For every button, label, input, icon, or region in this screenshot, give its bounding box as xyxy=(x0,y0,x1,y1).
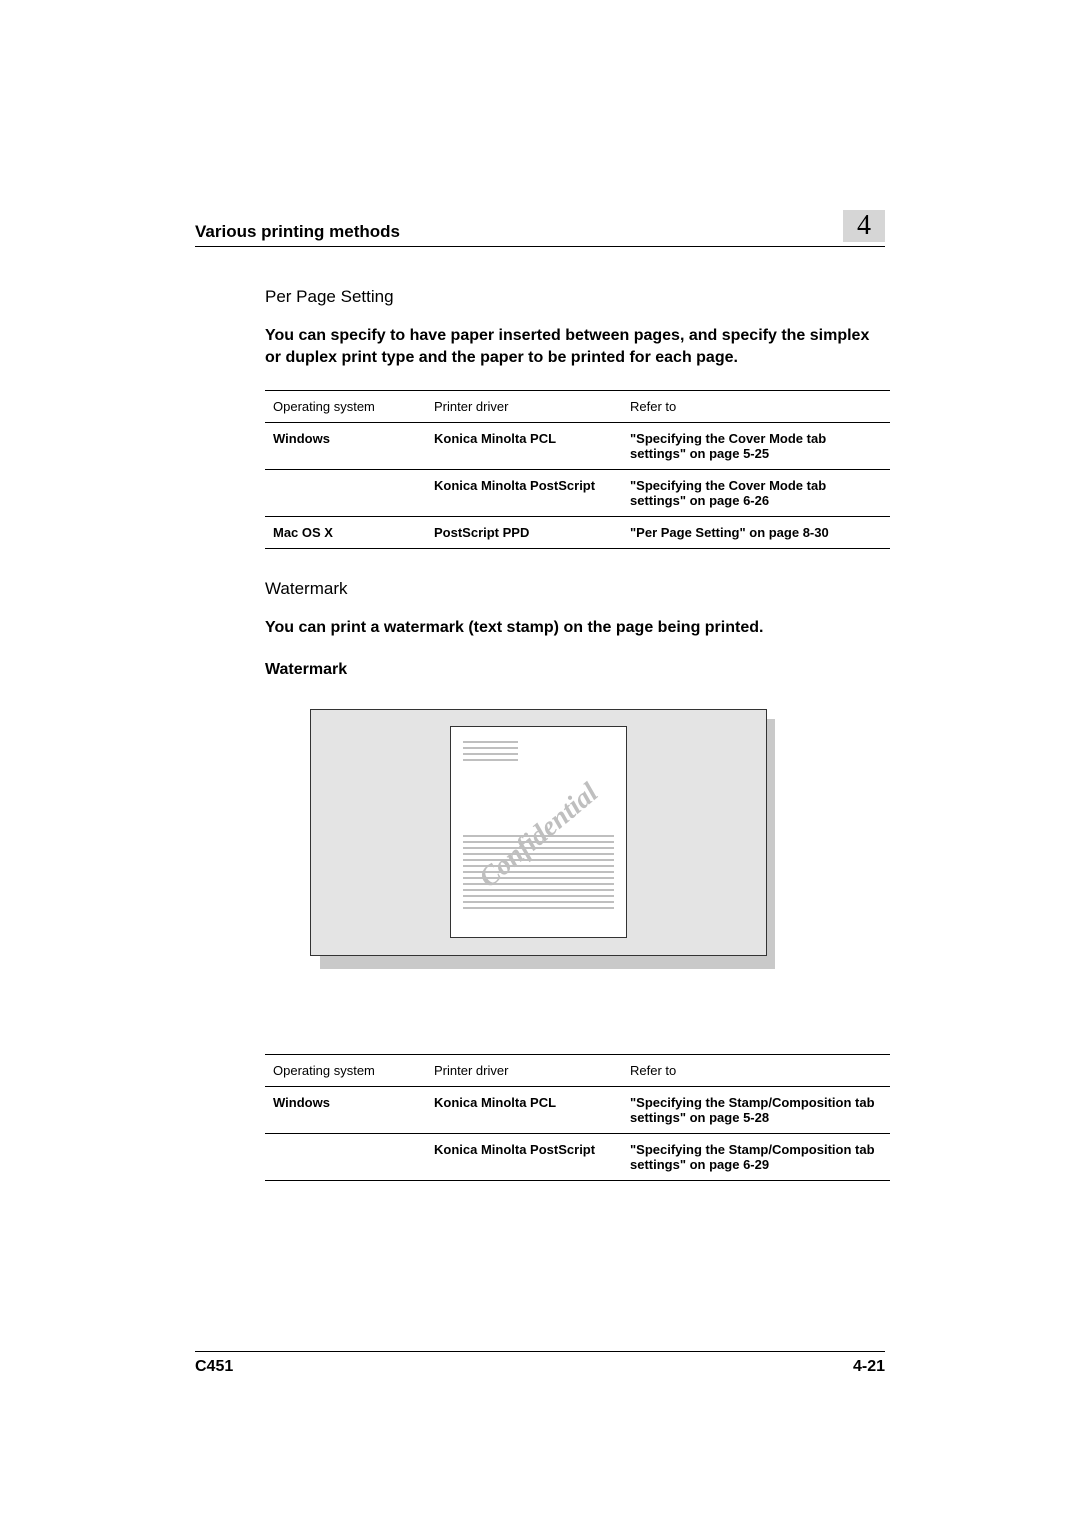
page-footer: C451 4-21 xyxy=(195,1351,885,1376)
table-cell: Konica Minolta PCL xyxy=(426,1086,622,1133)
watermark-label: Watermark xyxy=(265,661,885,679)
table-cell: Mac OS X xyxy=(265,517,426,549)
table-cell: Windows xyxy=(265,423,426,470)
table-cell: "Specifying the Stamp/Composition tab se… xyxy=(622,1086,890,1133)
section-body-watermark: You can print a watermark (text stamp) o… xyxy=(265,617,885,639)
table-cell: Konica Minolta PostScript xyxy=(426,1133,622,1180)
table-header: Refer to xyxy=(622,1054,890,1086)
table-cell: Konica Minolta PostScript xyxy=(426,470,622,517)
document-page: Various printing methods 4 Per Page Sett… xyxy=(0,0,1080,1456)
chapter-number: 4 xyxy=(843,210,885,242)
table-cell: "Specifying the Cover Mode tab settings"… xyxy=(622,470,890,517)
footer-page-number: 4-21 xyxy=(853,1358,885,1376)
footer-model: C451 xyxy=(195,1358,233,1376)
table-row: Windows Konica Minolta PCL "Specifying t… xyxy=(265,423,890,470)
sample-page: Confidential xyxy=(450,726,627,938)
table-cell: "Per Page Setting" on page 8-30 xyxy=(622,517,890,549)
table-row: Konica Minolta PostScript "Specifying th… xyxy=(265,1133,890,1180)
table-row: Konica Minolta PostScript "Specifying th… xyxy=(265,470,890,517)
table-cell: Windows xyxy=(265,1086,426,1133)
table-header: Printer driver xyxy=(426,391,622,423)
reference-table-per-page: Operating system Printer driver Refer to… xyxy=(265,390,890,549)
header-title: Various printing methods xyxy=(195,222,400,242)
page-header: Various printing methods 4 xyxy=(195,210,885,247)
table-cell xyxy=(265,1133,426,1180)
section-heading-watermark: Watermark xyxy=(265,579,885,599)
table-cell: PostScript PPD xyxy=(426,517,622,549)
table-row: Mac OS X PostScript PPD "Per Page Settin… xyxy=(265,517,890,549)
table-row: Windows Konica Minolta PCL "Specifying t… xyxy=(265,1086,890,1133)
table-cell: "Specifying the Cover Mode tab settings"… xyxy=(622,423,890,470)
table-cell xyxy=(265,470,426,517)
table-header: Operating system xyxy=(265,391,426,423)
table-cell: "Specifying the Stamp/Composition tab se… xyxy=(622,1133,890,1180)
reference-table-watermark: Operating system Printer driver Refer to… xyxy=(265,1054,890,1181)
text-lines xyxy=(463,741,614,765)
watermark-illustration: Confidential xyxy=(310,709,770,964)
table-header: Printer driver xyxy=(426,1054,622,1086)
table-header: Operating system xyxy=(265,1054,426,1086)
table-cell: Konica Minolta PCL xyxy=(426,423,622,470)
table-header: Refer to xyxy=(622,391,890,423)
illustration-box: Confidential xyxy=(310,709,767,956)
section-body-per-page: You can specify to have paper inserted b… xyxy=(265,325,885,368)
section-heading-per-page: Per Page Setting xyxy=(265,287,885,307)
